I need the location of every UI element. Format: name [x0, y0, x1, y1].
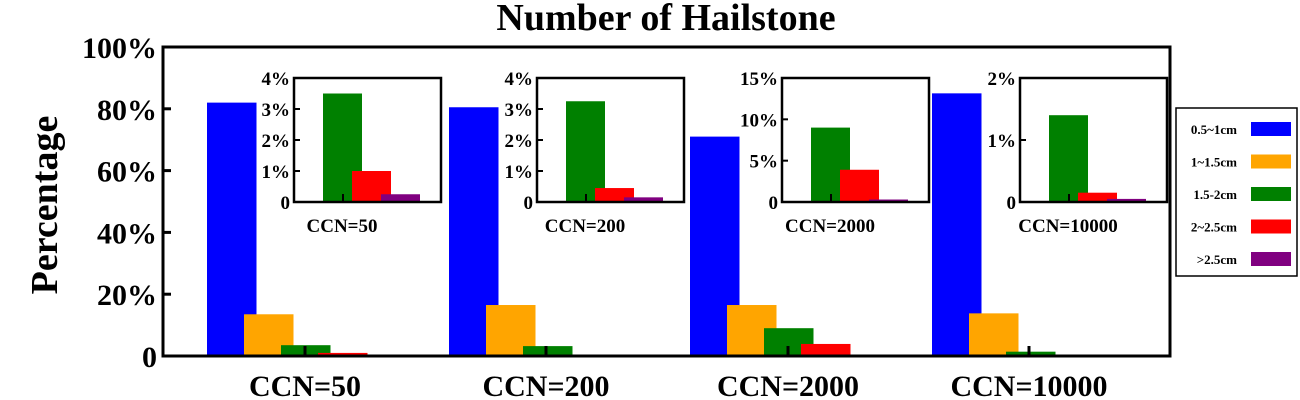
y-tick-label: 100%: [82, 32, 157, 65]
bar-2~2.5cm-CCN=2000: [801, 343, 851, 356]
x-tick-label: CCN=200: [482, 370, 609, 400]
y-axis-label: Percentage: [24, 116, 66, 295]
legend-label: 0.5~1cm: [1191, 122, 1237, 137]
bar-2~2.5cm-CCN=50: [318, 352, 368, 356]
bar-0.5~1cm-CCN=10000: [932, 93, 982, 356]
inset-bar: [1107, 198, 1146, 202]
bar-0.5~1cm-CCN=50: [207, 102, 257, 357]
legend-label: 2~2.5cm: [1191, 220, 1237, 235]
inset-y-tick-label: 4%: [505, 69, 534, 90]
legend: 0.5~1cm 1~1.5cm 1.5-2cm 2~2.5cm >2.5cm: [1175, 107, 1298, 277]
inset-bar: [624, 197, 663, 202]
inset-chart-CCN=2000: 0 5% 10% 15% CCN=2000: [740, 69, 931, 237]
inset-category-label: CCN=200: [545, 216, 626, 237]
inset-y-tick-label: 2%: [262, 131, 291, 152]
inset-y-tick-label: 1%: [505, 162, 534, 183]
inset-chart-CCN=10000: 0 1% 2% CCN=10000: [988, 69, 1169, 237]
legend-item-1.5-2cm: 1.5-2cm: [1193, 187, 1291, 202]
bar-1~1.5cm-CCN=10000: [969, 313, 1019, 356]
legend-item-1~1.5cm: 1~1.5cm: [1191, 154, 1291, 170]
x-tick-label: CCN=10000: [950, 370, 1107, 400]
legend-label: 1.5-2cm: [1193, 187, 1237, 202]
inset-y-tick-label: 4%: [262, 69, 291, 90]
legend-swatch: [1251, 154, 1291, 169]
inset-y-tick-label: 2%: [505, 131, 534, 152]
y-tick-label: 40%: [97, 217, 157, 250]
inset-y-tick-label: 0: [524, 193, 534, 214]
inset-category-label: CCN=50: [307, 216, 378, 237]
inset-bar: [566, 101, 605, 202]
legend-label: 1~1.5cm: [1191, 155, 1237, 170]
legend-item->2.5cm: >2.5cm: [1197, 252, 1291, 267]
bar-1.5-2cm-CCN=10000: [1006, 351, 1056, 356]
legend-label: >2.5cm: [1197, 252, 1237, 267]
legend-item-0.5~1cm: 0.5~1cm: [1191, 122, 1291, 137]
y-tick-label: 60%: [97, 156, 157, 189]
x-tick-label: CCN=2000: [717, 370, 859, 400]
y-tick-label: 80%: [97, 94, 157, 127]
inset-category-label: CCN=10000: [1018, 216, 1118, 237]
bar-1.5-2cm-CCN=200: [523, 346, 573, 356]
legend-swatch: [1251, 219, 1291, 234]
inset-y-tick-label: 15%: [740, 69, 778, 90]
main-axes-frame: [161, 45, 1172, 358]
inset-y-tick-label: 2%: [988, 69, 1017, 90]
main-plot-area: 020%40%60%80%100%CCN=50 CCN=200 CCN=2000 CC…: [82, 32, 1172, 400]
legend-swatch: [1251, 252, 1291, 266]
inset-frame: [780, 76, 931, 204]
inset-charts: 01%2%3%4%CCN=5001%2%3%4%CCN=20005%10%15%…: [262, 69, 1169, 237]
inset-bar: [840, 169, 879, 202]
inset-y-tick-label: 0: [1007, 193, 1017, 214]
legend-swatch: [1251, 122, 1291, 136]
inset-y-tick-label: 3%: [505, 100, 534, 121]
inset-y-tick-label: 10%: [740, 110, 778, 131]
inset-chart-CCN=200: 0 1% 2% 3% 4% CCN=200: [505, 69, 686, 237]
inset-y-tick-label: 3%: [262, 100, 291, 121]
x-tick-label: CCN=50: [249, 370, 361, 400]
inset-y-tick-label: 1%: [988, 131, 1017, 152]
inset-category-label: CCN=2000: [785, 216, 875, 237]
inset-y-tick-label: 5%: [750, 152, 779, 173]
y-tick-label: 20%: [97, 279, 157, 312]
legend-swatch: [1251, 187, 1291, 201]
inset-background: [537, 78, 684, 202]
inset-y-tick-label: 0: [769, 193, 779, 214]
inset-chart-CCN=50: 0 1% 2% 3% 4% CCN=50: [262, 69, 443, 237]
inset-bar: [1078, 192, 1117, 202]
y-tick-label: 0: [142, 341, 157, 374]
inset-y-tick-label: 1%: [262, 162, 291, 183]
inset-background: [1020, 78, 1167, 202]
chart-title: Number of Hailstone: [496, 0, 835, 39]
inset-bar: [1049, 115, 1088, 202]
inset-y-tick-label: 0: [281, 193, 291, 214]
inset-bar: [381, 194, 420, 202]
legend-item-2~2.5cm: 2~2.5cm: [1191, 219, 1291, 235]
